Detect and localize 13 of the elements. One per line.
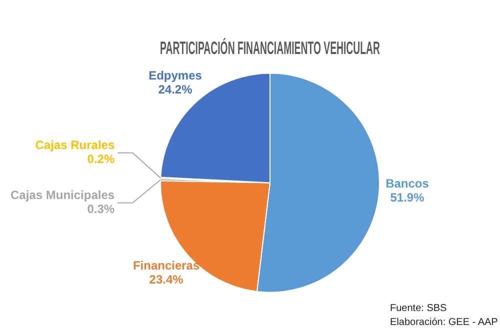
text: Elaboración: GEE - AAP [390, 316, 498, 330]
data-label: 0.2% [87, 152, 115, 166]
source-note: Fuente: SBS [390, 302, 448, 316]
chart-title: PARTICIPACIÓN FINANCIAMIENTO VEHICULAR [160, 38, 380, 59]
slice-label: Financieras [132, 258, 200, 272]
slice-label: Edpymes [148, 68, 202, 82]
data-label: 0.3% [87, 202, 115, 216]
data-label: 23.4% [149, 272, 184, 286]
slice-label: Bancos [386, 176, 430, 190]
data-label: 51.9% [390, 190, 425, 204]
slice-label: Cajas Rurales [35, 138, 115, 152]
slice-label: Cajas Municipales [10, 188, 115, 202]
data-label: 24.2% [158, 82, 193, 96]
